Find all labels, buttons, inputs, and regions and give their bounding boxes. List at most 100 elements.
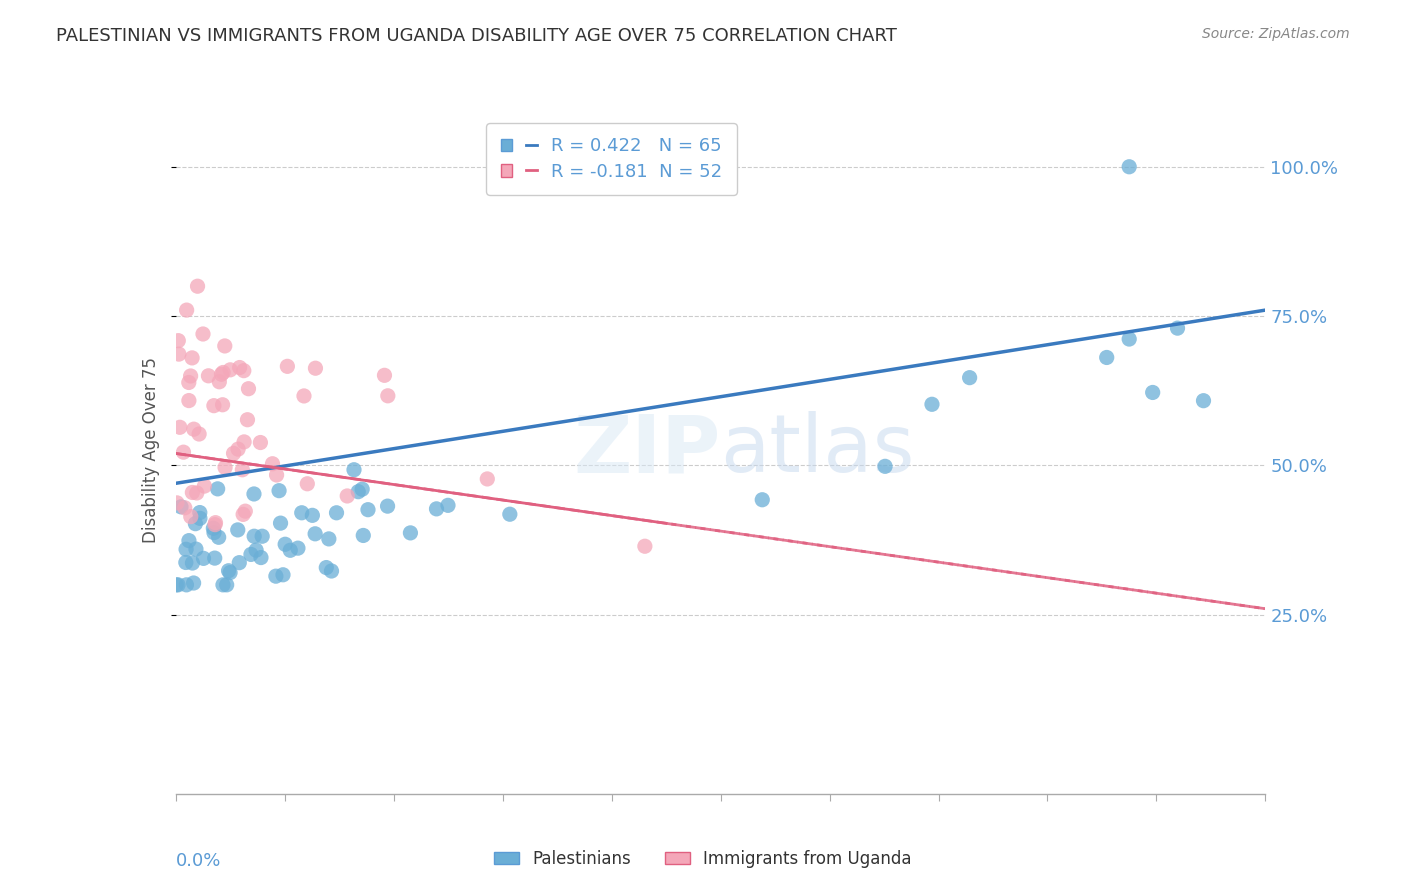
Point: [169, 420, 191, 434]
Point: [193, 551, 215, 566]
Point: [202, 525, 225, 540]
Point: [208, 375, 231, 389]
Point: [304, 361, 326, 376]
Point: [243, 529, 266, 543]
Text: ZIP: ZIP: [574, 411, 721, 490]
Point: [267, 483, 290, 498]
Point: [181, 556, 204, 570]
Point: [377, 499, 399, 513]
Point: [186, 279, 209, 293]
Point: [292, 389, 315, 403]
Point: [204, 516, 226, 530]
Point: [262, 457, 284, 471]
Point: [343, 463, 366, 477]
Point: [243, 487, 266, 501]
Point: [399, 525, 422, 540]
Point: [226, 523, 249, 537]
Point: [250, 529, 273, 543]
Point: [276, 359, 298, 374]
Point: [1166, 321, 1188, 335]
Point: [167, 334, 190, 348]
Legend: R = 0.422   N = 65, R = -0.181  N = 52: R = 0.422 N = 65, R = -0.181 N = 52: [486, 123, 737, 195]
Point: [191, 326, 214, 341]
Point: [1192, 393, 1215, 408]
Point: [174, 542, 197, 557]
Point: [297, 476, 319, 491]
Point: [245, 543, 267, 558]
Point: [232, 508, 254, 522]
Point: [176, 303, 198, 318]
Point: [315, 560, 337, 574]
Point: [231, 463, 253, 477]
Point: [197, 368, 219, 383]
Point: [373, 368, 395, 383]
Point: [208, 530, 231, 544]
Point: [165, 578, 187, 592]
Point: [425, 501, 447, 516]
Point: [477, 472, 499, 486]
Point: [170, 500, 193, 514]
Point: [921, 397, 943, 411]
Point: [177, 376, 200, 390]
Point: [211, 368, 233, 382]
Point: [291, 506, 314, 520]
Point: [249, 435, 271, 450]
Point: [172, 445, 194, 459]
Point: [207, 482, 229, 496]
Point: [214, 339, 236, 353]
Point: [873, 459, 896, 474]
Point: [215, 578, 238, 592]
Point: [204, 551, 226, 566]
Point: [321, 564, 343, 578]
Point: [204, 517, 226, 532]
Point: [233, 434, 256, 449]
Legend: Palestinians, Immigrants from Uganda: Palestinians, Immigrants from Uganda: [488, 844, 918, 875]
Point: [180, 509, 202, 524]
Point: [176, 578, 198, 592]
Point: [186, 486, 208, 500]
Point: [212, 366, 235, 380]
Point: [184, 542, 207, 557]
Point: [180, 369, 202, 384]
Point: [211, 398, 233, 412]
Point: [181, 485, 204, 500]
Point: [184, 516, 207, 531]
Y-axis label: Disability Age Over 75: Disability Age Over 75: [142, 358, 160, 543]
Point: [226, 442, 249, 457]
Point: [228, 360, 250, 375]
Point: [352, 482, 374, 496]
Text: Source: ZipAtlas.com: Source: ZipAtlas.com: [1202, 27, 1350, 41]
Point: [177, 393, 200, 408]
Point: [212, 578, 235, 592]
Point: [188, 511, 211, 525]
Point: [174, 556, 197, 570]
Point: [250, 550, 273, 565]
Point: [751, 492, 773, 507]
Point: [222, 446, 245, 460]
Point: [301, 508, 323, 523]
Point: [1118, 160, 1140, 174]
Point: [167, 578, 190, 592]
Text: PALESTINIAN VS IMMIGRANTS FROM UGANDA DISABILITY AGE OVER 75 CORRELATION CHART: PALESTINIAN VS IMMIGRANTS FROM UGANDA DI…: [56, 27, 897, 45]
Point: [352, 528, 374, 542]
Text: atlas: atlas: [721, 411, 915, 490]
Point: [219, 566, 242, 580]
Point: [193, 479, 215, 493]
Point: [499, 507, 522, 521]
Point: [264, 569, 287, 583]
Point: [336, 489, 359, 503]
Point: [325, 506, 347, 520]
Point: [1142, 385, 1164, 400]
Point: [266, 467, 288, 482]
Point: [167, 347, 190, 361]
Point: [166, 496, 188, 510]
Point: [357, 502, 380, 516]
Point: [188, 427, 211, 442]
Point: [183, 422, 205, 436]
Point: [270, 516, 292, 530]
Point: [347, 484, 370, 499]
Point: [437, 499, 460, 513]
Point: [271, 567, 294, 582]
Point: [287, 541, 309, 556]
Point: [228, 556, 250, 570]
